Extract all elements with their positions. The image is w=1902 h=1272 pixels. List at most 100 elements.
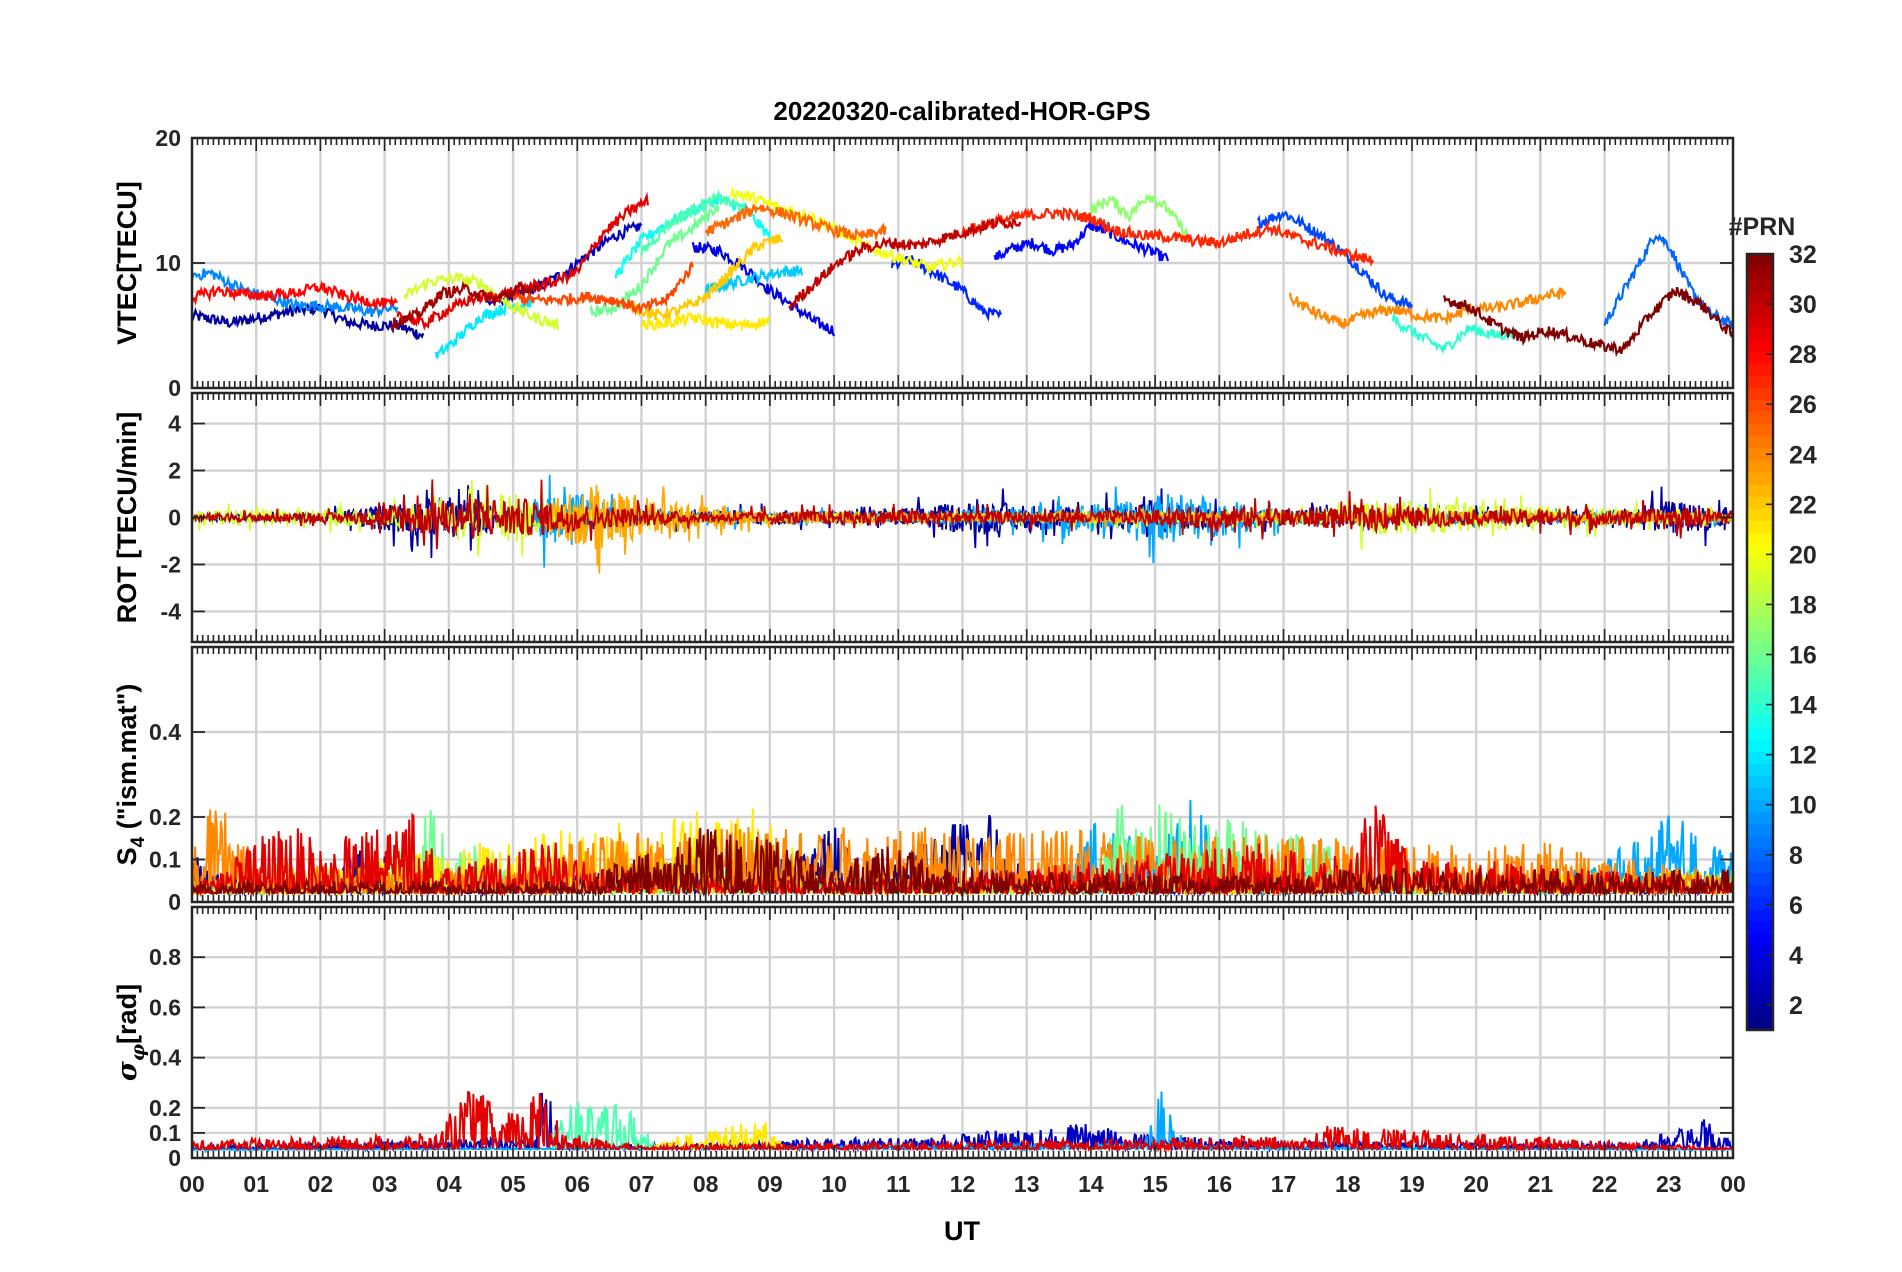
- y-tick-label: -2: [161, 551, 181, 577]
- y-tick-label: 4: [168, 411, 181, 437]
- series-line-prn-14: [1391, 310, 1516, 354]
- colorbar-swatch: [1747, 678, 1773, 692]
- colorbar-tick-label: 2: [1789, 992, 1803, 1020]
- y-axis-label-sub: 4: [128, 836, 149, 847]
- x-tick-label: 21: [1528, 1171, 1554, 1197]
- colorbar-swatch: [1747, 884, 1773, 898]
- series-line-prn-17: [1089, 193, 1189, 238]
- x-tick-label: 18: [1335, 1171, 1361, 1197]
- y-axis-label: S4 ("ism.mat"): [112, 684, 149, 866]
- colorbar-swatch: [1747, 848, 1773, 861]
- x-tick-label: 10: [821, 1171, 847, 1197]
- y-tick-label: 0.4: [149, 719, 181, 745]
- x-tick-label: 01: [243, 1171, 269, 1197]
- y-tick-label: 0.2: [149, 1095, 181, 1121]
- y-tick-label: 0.6: [149, 994, 181, 1020]
- colorbar-tick-label: 18: [1789, 591, 1817, 619]
- colorbar-swatch: [1747, 836, 1773, 849]
- colorbar-tick-label: 4: [1789, 942, 1803, 970]
- x-tick-label: 23: [1656, 1171, 1682, 1197]
- x-tick-label: 00: [179, 1171, 205, 1197]
- colorbar-swatch: [1747, 702, 1773, 716]
- y-tick-label: 0: [168, 1145, 181, 1171]
- colorbar-swatch: [1747, 520, 1773, 534]
- colorbar-swatch: [1747, 508, 1773, 522]
- y-tick-label: 0: [168, 505, 181, 531]
- colorbar-swatch: [1747, 375, 1773, 388]
- colorbar-swatch: [1747, 920, 1773, 934]
- colorbar-swatch: [1747, 290, 1773, 304]
- colorbar-swatch: [1747, 593, 1773, 607]
- colorbar-swatch: [1747, 617, 1773, 631]
- colorbar-swatch: [1747, 399, 1773, 413]
- y-axis-label-sub: φ: [127, 1044, 149, 1061]
- colorbar-swatch: [1747, 1017, 1773, 1031]
- x-tick-label: 15: [1142, 1171, 1168, 1197]
- series-line-prn-2: [192, 300, 425, 341]
- x-tick-label: 12: [950, 1171, 976, 1197]
- y-axis-label: ROT [TECU/min]: [112, 412, 142, 623]
- colorbar-swatch: [1747, 629, 1773, 643]
- colorbar-swatch: [1747, 387, 1773, 401]
- x-tick-label: 14: [1078, 1171, 1104, 1197]
- series-line-prn-32: [1443, 286, 1733, 358]
- colorbar-swatch: [1747, 751, 1773, 764]
- colorbar-swatch: [1747, 860, 1773, 873]
- colorbar-swatch: [1747, 739, 1773, 752]
- colorbar-swatch: [1747, 896, 1773, 910]
- colorbar-swatch: [1747, 484, 1773, 498]
- series-line-prn-22: [627, 234, 784, 322]
- colorbar-swatch: [1747, 435, 1773, 449]
- colorbar-swatch: [1747, 532, 1773, 546]
- colorbar-swatch: [1747, 872, 1773, 886]
- colorbar-swatch: [1747, 811, 1773, 825]
- colorbar-swatch: [1747, 569, 1773, 582]
- colorbar-swatch: [1747, 411, 1773, 425]
- series-line-prn-27: [961, 206, 1375, 267]
- y-tick-label: 20: [155, 125, 181, 151]
- x-tick-label: 17: [1271, 1171, 1297, 1197]
- colorbar-tick-label: 8: [1789, 842, 1803, 870]
- x-tick-label: 00: [1720, 1171, 1746, 1197]
- series-line-prn-6: [890, 254, 1003, 322]
- colorbar-swatch: [1747, 690, 1773, 704]
- series-group: [192, 474, 1733, 574]
- colorbar-swatch: [1747, 957, 1773, 970]
- colorbar-tick-label: 14: [1789, 692, 1817, 720]
- series-line-prn-31: [389, 280, 540, 333]
- series-line-prn-30: [788, 216, 1022, 312]
- x-tick-label: 16: [1207, 1171, 1233, 1197]
- colorbar-swatch: [1747, 981, 1773, 995]
- colorbar-swatch: [1747, 654, 1773, 667]
- series-group: [192, 187, 1733, 359]
- colorbar-tick-label: 28: [1789, 341, 1817, 369]
- series-line-prn-9: [192, 268, 399, 320]
- x-ticks: [191, 138, 1734, 388]
- colorbar-swatch: [1747, 423, 1773, 437]
- x-tick-label: 05: [500, 1171, 526, 1197]
- colorbar-swatch: [1747, 545, 1773, 558]
- y-tick-label: 0: [168, 889, 181, 915]
- colorbar-swatch: [1747, 714, 1773, 728]
- colorbar-swatch: [1747, 581, 1773, 595]
- x-tick-label: 08: [693, 1171, 719, 1197]
- series-line-prn-30: [192, 479, 1733, 550]
- series-line-prn-25: [704, 203, 887, 242]
- colorbar-box: [1745, 252, 1775, 1032]
- colorbar-tick-label: 16: [1789, 642, 1817, 670]
- colorbar-swatch: [1747, 557, 1773, 570]
- x-tick-label: 11: [886, 1171, 911, 1197]
- panel-s4: 00.10.20.4S4 ("ism.mat"): [112, 645, 1735, 915]
- x-tick-label: 03: [372, 1171, 398, 1197]
- colorbar-swatch: [1747, 278, 1773, 291]
- colorbar-swatch: [1747, 969, 1773, 983]
- colorbar-tick-label: 20: [1789, 541, 1817, 569]
- panel-rot: -4 -2 0 2 4 ROT [TECU/min]: [112, 391, 1735, 644]
- colorbar-swatch: [1747, 302, 1773, 316]
- colorbar-swatch: [1747, 472, 1773, 485]
- y-tick-label: 0: [168, 375, 181, 401]
- colorbar-tick-label: 22: [1789, 491, 1817, 519]
- colorbar-swatch: [1747, 666, 1773, 679]
- colorbar-swatch: [1747, 314, 1773, 328]
